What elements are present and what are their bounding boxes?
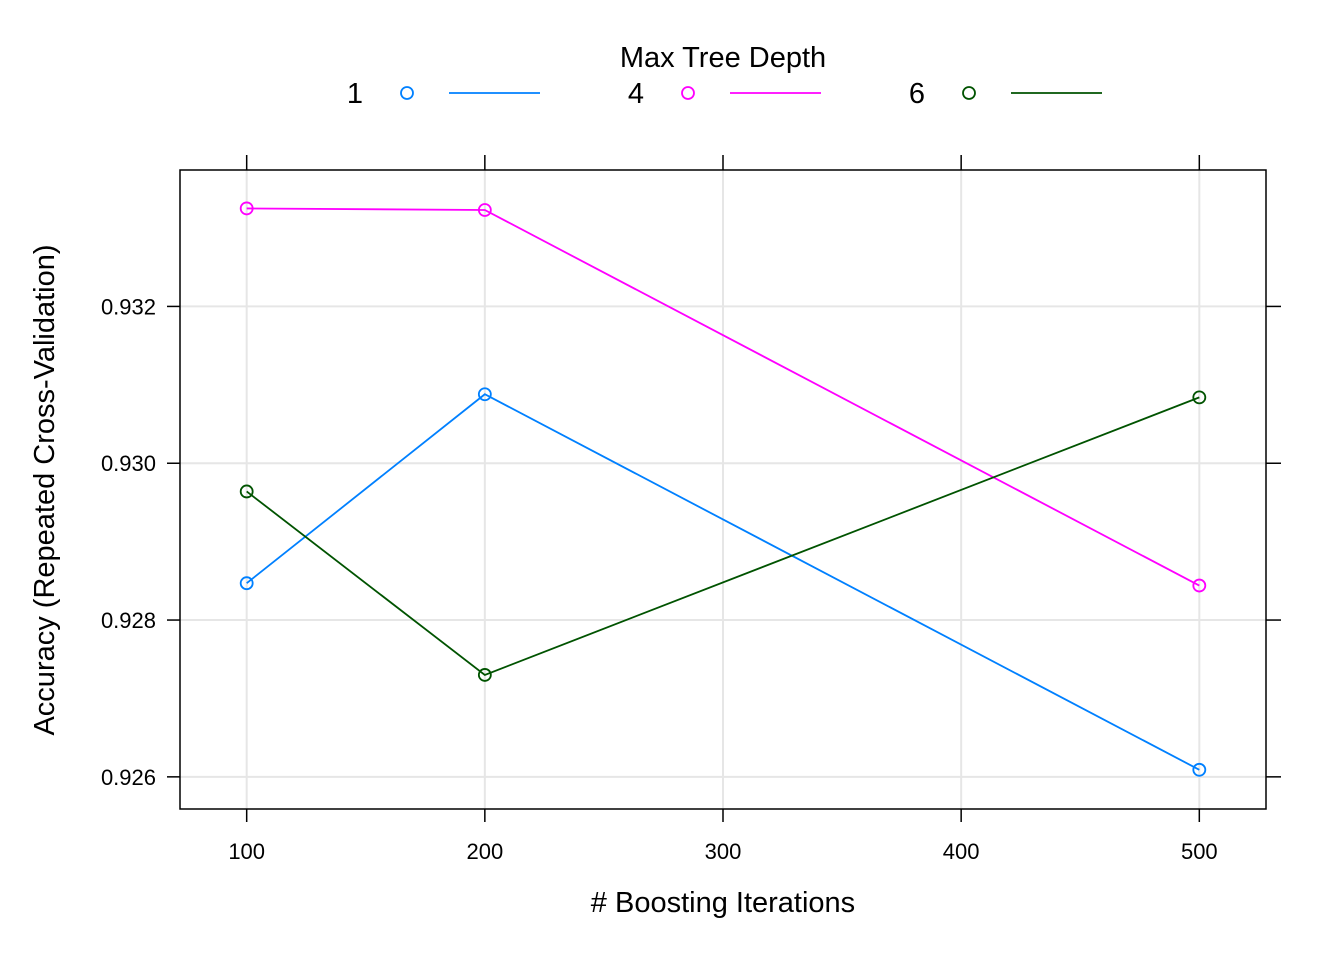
data-point-1 xyxy=(477,387,492,402)
data-point-1 xyxy=(239,576,254,591)
legend-marker-6 xyxy=(962,86,976,100)
y-tick-label: 0.928 xyxy=(101,608,156,633)
y-axis-title: Accuracy (Repeated Cross-Validation) xyxy=(29,244,61,735)
y-tick-label: 0.930 xyxy=(101,451,156,476)
data-point-6 xyxy=(1192,390,1207,405)
legend-label-1: 1 xyxy=(347,78,363,110)
data-point-6 xyxy=(477,668,492,682)
x-tick-label: 100 xyxy=(228,839,265,864)
grid-layer xyxy=(180,170,1266,809)
series-line-1 xyxy=(246,393,1200,771)
data-point-6 xyxy=(239,484,254,499)
y-tick-label: 0.926 xyxy=(101,765,156,790)
data-point-1 xyxy=(1192,762,1207,777)
x-tick-label: 200 xyxy=(466,839,503,864)
series-line-4 xyxy=(246,207,1200,587)
x-tick-label: 400 xyxy=(943,839,980,864)
legend-label-4: 4 xyxy=(628,78,644,110)
legend: Max Tree Depth 1 4 6 xyxy=(347,42,1102,110)
legend-label-6: 6 xyxy=(909,78,925,110)
axis-layer: 100 200 300 400 500 0.926 0.928 0.930 0.932 xyxy=(101,155,1281,864)
data-point-4 xyxy=(239,201,254,216)
x-tick-label: 500 xyxy=(1181,839,1218,864)
x-tick-label: 300 xyxy=(705,839,742,864)
legend-title: Max Tree Depth xyxy=(620,42,826,74)
series-layer xyxy=(239,201,1207,777)
data-point-4 xyxy=(1192,578,1207,593)
data-point-4 xyxy=(477,203,492,217)
legend-marker-4 xyxy=(681,86,695,100)
series-line-6 xyxy=(246,396,1200,676)
y-tick-label: 0.932 xyxy=(101,294,156,319)
x-axis-title: # Boosting Iterations xyxy=(591,887,855,919)
legend-marker-1 xyxy=(400,86,414,100)
